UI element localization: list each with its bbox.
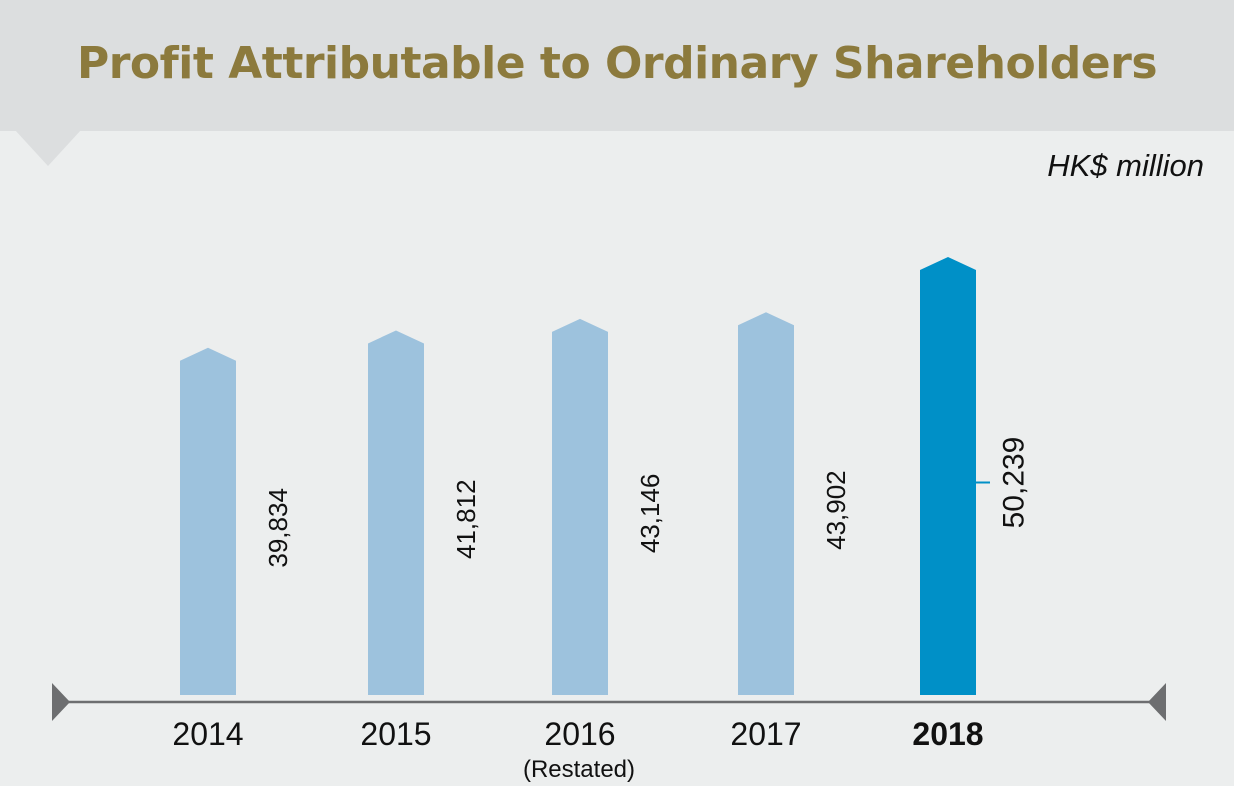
chart-title: Profit Attributable to Ordinary Sharehol… xyxy=(76,38,1158,89)
bar-2017 xyxy=(738,312,794,695)
value-label-2018: 50,239 xyxy=(998,437,1031,529)
title-banner xyxy=(0,0,1234,131)
bar-2018 xyxy=(920,257,976,695)
x-axis-right-cap xyxy=(1148,683,1166,721)
x-axis-left-cap xyxy=(52,683,70,721)
bar-2016 xyxy=(552,318,608,695)
tick-label-2017: 2017 xyxy=(730,716,801,752)
value-label-2016: 43,146 xyxy=(635,474,665,554)
value-labels: 39,834 41,812 43,146 43,902 50,239 xyxy=(263,437,1031,568)
value-label-2015: 41,812 xyxy=(451,479,481,559)
bar-2015 xyxy=(368,330,424,695)
tick-label-2016: 2016 xyxy=(544,716,615,752)
x-axis xyxy=(52,683,1166,721)
unit-label: HK$ million xyxy=(1047,148,1204,183)
tick-note-2016: (Restated) xyxy=(523,756,635,783)
tick-label-2014: 2014 xyxy=(172,716,243,752)
tick-label-2015: 2015 xyxy=(360,716,431,752)
category-labels: 2014 2015 2016 (Restated) 2017 2018 xyxy=(172,716,983,783)
value-label-2014: 39,834 xyxy=(263,488,293,568)
bar-series xyxy=(180,257,976,695)
bar-2014 xyxy=(180,347,236,695)
value-label-2017: 43,902 xyxy=(821,470,851,550)
title-banner-pointer xyxy=(15,130,81,166)
tick-label-2018: 2018 xyxy=(912,716,983,752)
